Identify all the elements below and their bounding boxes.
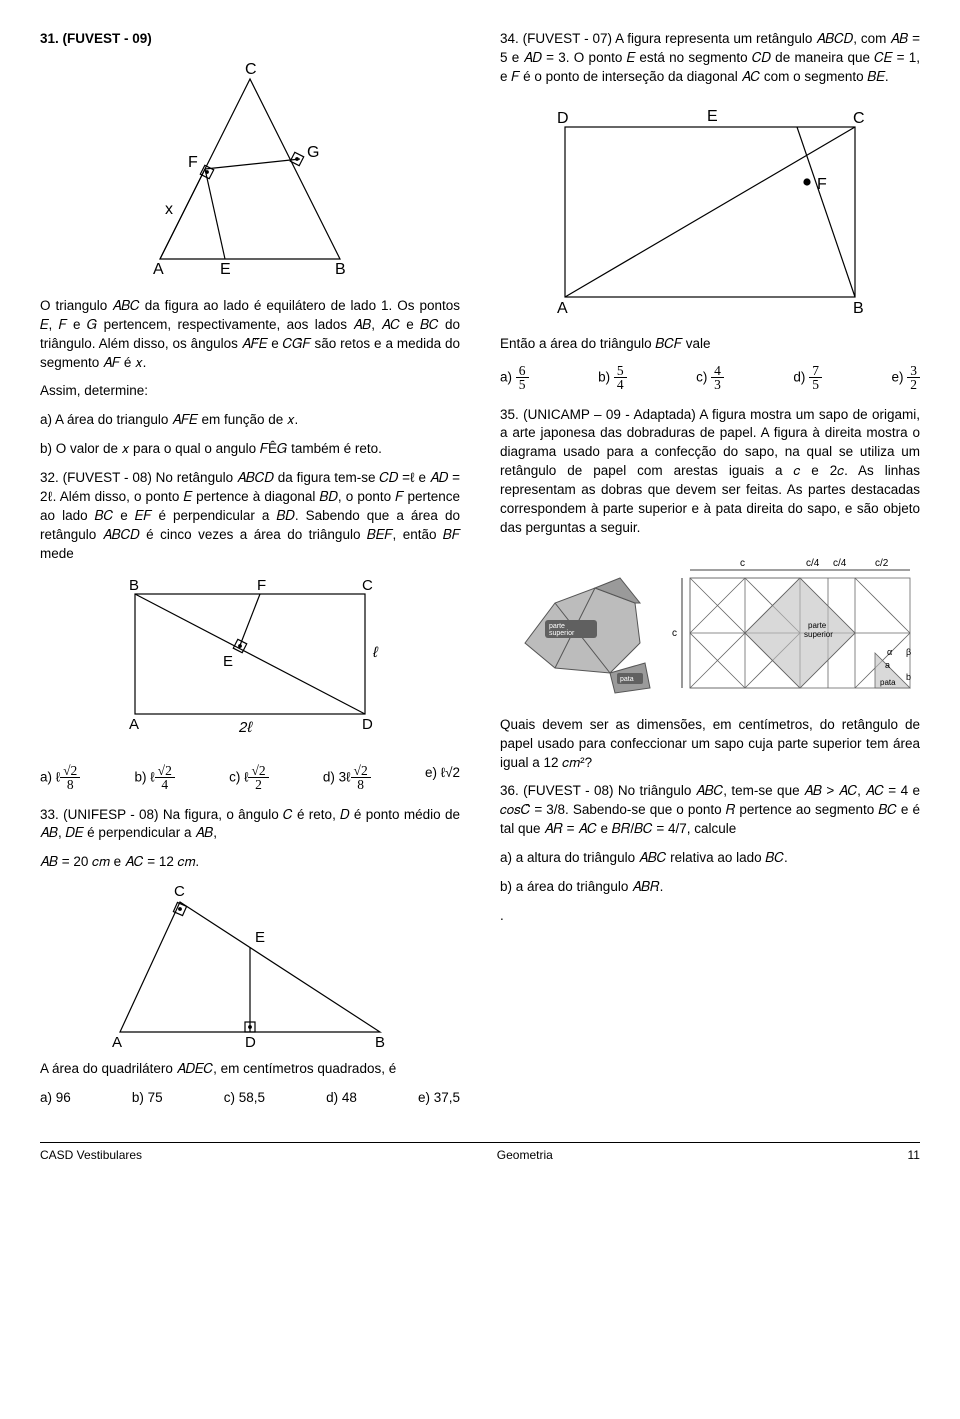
svg-text:E: E [220, 261, 231, 278]
svg-text:G: G [307, 144, 319, 161]
svg-text:F: F [188, 154, 198, 171]
svg-text:2ℓ: 2ℓ [238, 719, 253, 736]
q31-p1: O triangulo 𝐴𝐵𝐶 da figura ao lado é equi… [40, 297, 460, 373]
q31-header: 31. (FUVEST - 09) [40, 30, 460, 49]
q32-figure: B C A D F E ℓ 2ℓ [105, 574, 395, 754]
q34-header: 34. (FUVEST - 07) A figura representa um… [500, 30, 920, 87]
q31-p3: a) A área do triangulo 𝐴𝐹𝐸 em função de … [40, 411, 460, 430]
svg-text:A: A [557, 300, 568, 317]
svg-text:D: D [557, 110, 569, 127]
svg-text:α: α [887, 647, 892, 657]
svg-text:ℓ: ℓ [372, 644, 379, 661]
q33-p2: A área do quadrilátero 𝐴𝐷𝐸𝐶, em centímet… [40, 1060, 460, 1079]
q33-figure: A B C D E [100, 882, 400, 1052]
q33-line2: 𝐴𝐵 = 20 𝑐𝑚 e 𝐴𝐶 = 12 𝑐𝑚. [40, 853, 460, 872]
svg-text:C: C [853, 110, 865, 127]
svg-text:F: F [817, 176, 827, 193]
svg-text:x: x [165, 201, 173, 218]
svg-text:B: B [853, 300, 864, 317]
svg-text:D: D [362, 716, 373, 733]
q36-pb: b) a área do triângulo 𝐴𝐵𝑅. [500, 878, 920, 897]
q36-pa: a) a altura do triângulo 𝐴𝐵𝐶 relativa ao… [500, 849, 920, 868]
svg-text:B: B [375, 1034, 385, 1051]
svg-text:A: A [153, 261, 164, 278]
svg-text:superior: superior [804, 630, 833, 639]
q33-options: a) 96 b) 75 c) 58,5 d) 48 e) 37,5 [40, 1089, 460, 1108]
svg-text:C: C [174, 883, 185, 900]
svg-text:B: B [335, 261, 346, 278]
q32-options: a) ℓ√28 b) ℓ√24 c) ℓ√22 d) 3ℓ√28 e) ℓ√2 [40, 764, 460, 792]
svg-text:F: F [257, 577, 266, 594]
q31-figure: A B C E F G x [120, 59, 380, 289]
q33-header: 33. (UNIFESP - 08) Na figura, o ângulo 𝐶… [40, 806, 460, 844]
svg-text:β: β [906, 647, 911, 657]
svg-text:c: c [740, 558, 745, 569]
q35-p2: Quais devem ser as dimensões, em centíme… [500, 716, 920, 773]
svg-text:c: c [672, 628, 677, 639]
footer-right: 11 [908, 1147, 920, 1164]
svg-text:A: A [129, 716, 139, 733]
svg-text:D: D [245, 1034, 256, 1051]
page-footer: CASD Vestibulares Geometria 11 [40, 1142, 920, 1164]
footer-center: Geometria [497, 1147, 553, 1164]
svg-text:C: C [362, 577, 373, 594]
svg-text:E: E [223, 653, 233, 670]
svg-text:E: E [255, 929, 265, 946]
q34-figure: D E C A B F [535, 97, 885, 327]
q31-p2: Assim, determine: [40, 382, 460, 401]
svg-text:parte: parte [549, 623, 565, 630]
q34-p2: Então a área do triângulo 𝐵𝐶𝐹 vale [500, 335, 920, 354]
q31-p4: b) O valor de 𝑥 para o qual o angulo 𝐹Ê𝐺… [40, 440, 460, 459]
svg-text:c/2: c/2 [875, 558, 889, 569]
svg-text:c/4: c/4 [833, 558, 847, 569]
svg-text:superior: superior [549, 630, 575, 637]
svg-text:A: A [112, 1034, 122, 1051]
q36-header: 36. (FUVEST - 08) No triângulo 𝐴𝐵𝐶, tem-… [500, 782, 920, 839]
svg-text:B: B [129, 577, 139, 594]
q34-options: a) 65 b) 54 c) 43 d) 75 e) 32 [500, 364, 920, 392]
svg-text:pata: pata [880, 678, 896, 687]
svg-text:pata: pata [620, 676, 634, 683]
q32-header: 32. (FUVEST - 08) No retângulo 𝐴𝐵𝐶𝐷 da f… [40, 469, 460, 563]
svg-text:b: b [906, 672, 911, 682]
footer-left: CASD Vestibulares [40, 1147, 142, 1164]
svg-text:c/4: c/4 [806, 558, 820, 569]
svg-text:a: a [885, 660, 890, 670]
svg-text:C: C [245, 61, 257, 78]
q36-dot: . [500, 907, 920, 926]
q35-figure: parte superior pata [500, 548, 920, 708]
svg-text:parte: parte [808, 621, 827, 630]
q35-header: 35. (UNICAMP – 09 - Adaptada) A figura m… [500, 406, 920, 538]
svg-text:E: E [707, 108, 718, 125]
